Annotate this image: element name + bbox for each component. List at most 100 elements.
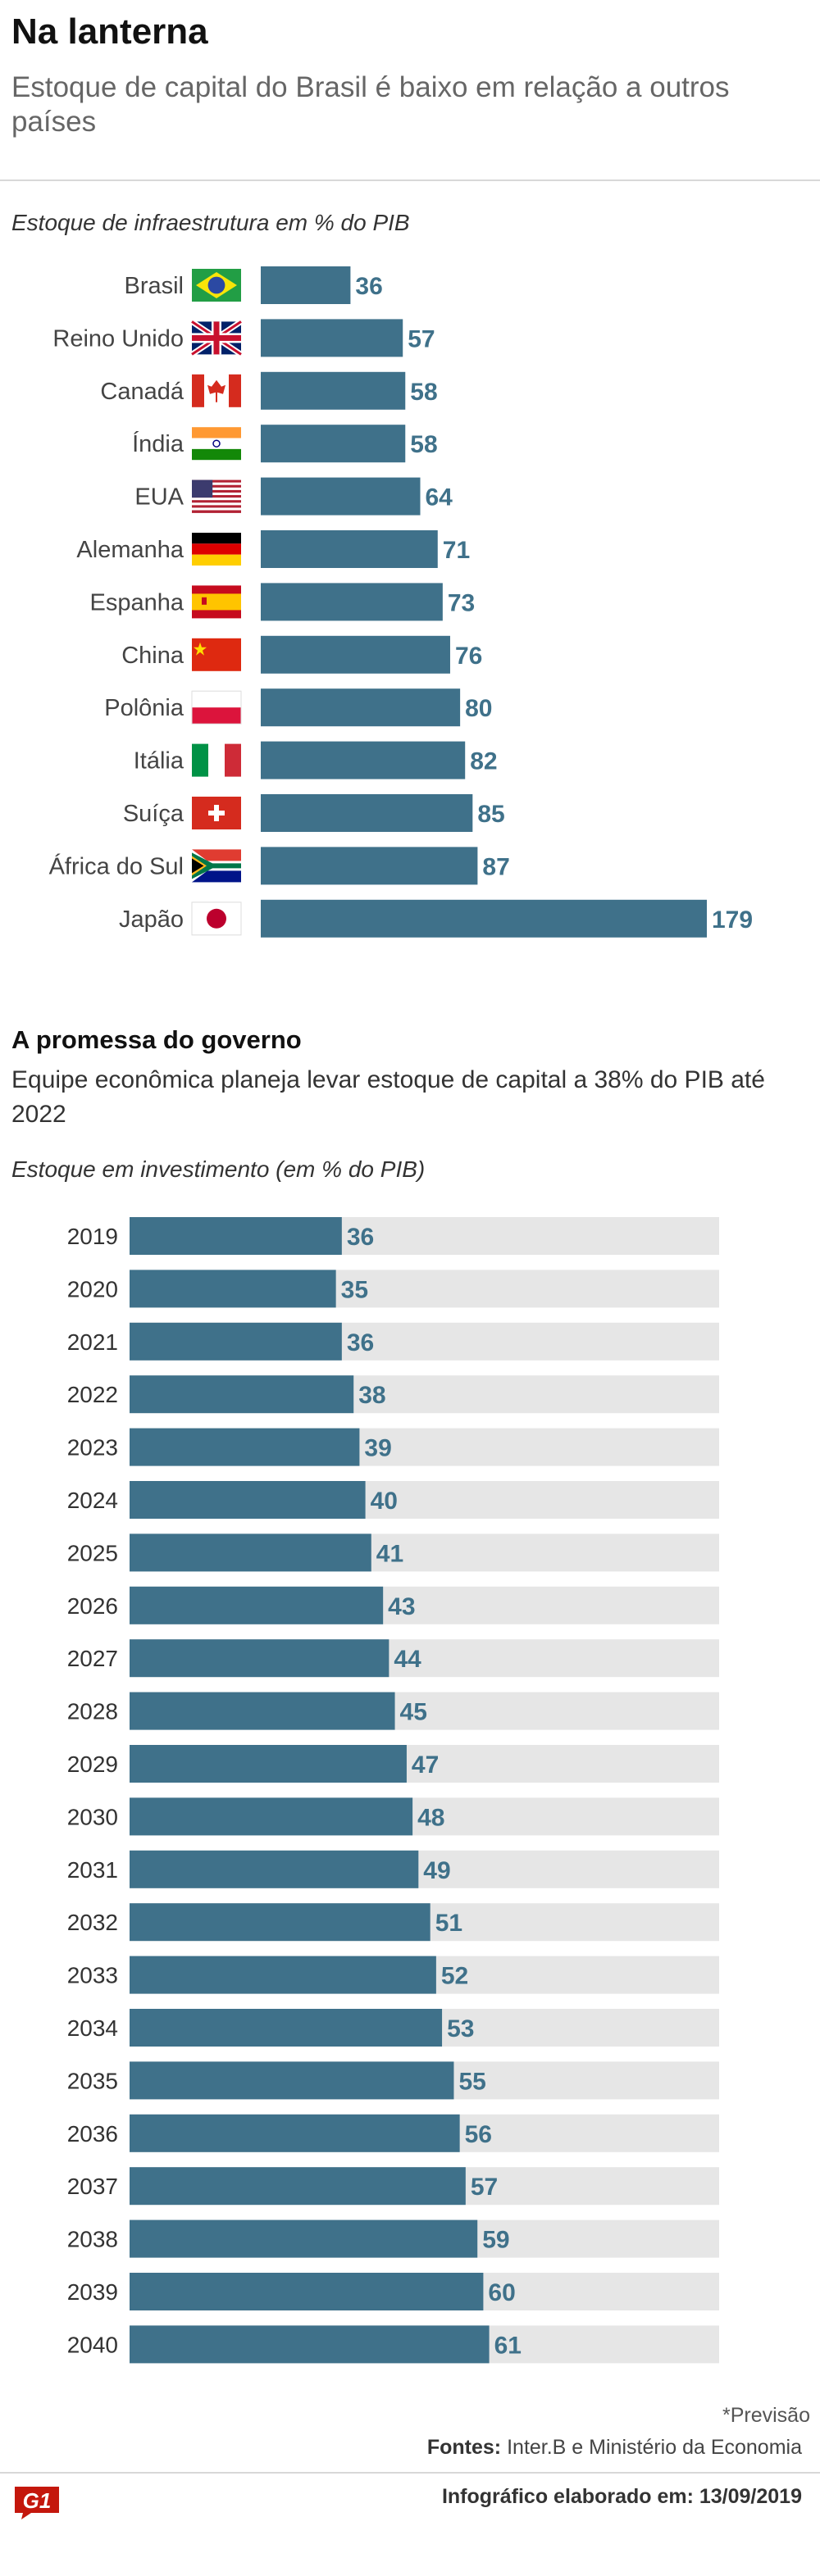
svg-text:G1: G1 — [23, 2488, 52, 2513]
switzerland-flag-icon — [192, 797, 241, 829]
country-value-label: 58 — [410, 379, 437, 406]
italy-flag-icon — [192, 743, 241, 777]
year-label: 2023 — [67, 1435, 118, 1461]
country-label: China — [121, 643, 184, 669]
country-bar — [261, 741, 466, 779]
year-value-label: 44 — [394, 1646, 421, 1673]
footer-divider — [0, 2472, 820, 2474]
year-label: 2038 — [67, 2227, 118, 2252]
country-value-label: 87 — [482, 853, 509, 880]
china-flag-icon — [192, 638, 241, 671]
year-bar — [130, 1375, 354, 1414]
country-label: Reino Unido — [52, 325, 184, 352]
country-bar — [261, 688, 461, 727]
country-value-label: 36 — [355, 273, 382, 300]
credit-line: Infográfico elaborado em: 13/09/2019 — [441, 2485, 802, 2508]
country-bar — [261, 847, 478, 885]
country-value-label: 82 — [470, 748, 497, 775]
year-value-label: 36 — [347, 1329, 374, 1356]
country-value-label: 85 — [477, 801, 504, 828]
south-africa-flag-icon — [192, 849, 241, 883]
investment-chart: 2019 36 2020 35 2021 36 2022 38 2023 39 2024 40 2025… — [67, 1217, 719, 2364]
country-label: Brasil — [124, 273, 184, 299]
country-label: Polônia — [104, 695, 184, 721]
year-label: 2028 — [67, 1699, 118, 1724]
infrastructure-chart-label: Estoque de infraestrutura em % do PIB — [11, 210, 410, 235]
year-value-label: 39 — [364, 1435, 391, 1462]
page-subtitle: Estoque de capital do Brasil é baixo em … — [11, 71, 730, 138]
india-flag-icon — [192, 427, 241, 461]
section2-title: A promessa do governo — [11, 1025, 302, 1054]
canada-flag-icon — [192, 374, 241, 407]
country-label: África do Sul — [49, 852, 184, 879]
year-bar — [130, 1797, 413, 1836]
year-value-label: 47 — [412, 1751, 439, 1779]
year-label: 2026 — [67, 1593, 118, 1619]
year-value-label: 51 — [435, 1910, 462, 1937]
section2-description: Equipe econômica planeja levar estoque d… — [11, 1066, 765, 1128]
year-value-label: 49 — [423, 1857, 450, 1884]
year-label: 2040 — [67, 2332, 118, 2357]
year-bar — [130, 2219, 478, 2258]
year-label: 2032 — [67, 1910, 118, 1935]
year-value-label: 60 — [488, 2279, 515, 2306]
year-bar — [130, 1217, 342, 1255]
year-label: 2034 — [67, 2015, 118, 2041]
year-label: 2033 — [67, 1963, 118, 1988]
year-value-label: 57 — [471, 2174, 498, 2201]
year-label: 2020 — [67, 1276, 118, 1302]
country-label: Espanha — [90, 589, 184, 616]
country-bar — [261, 530, 438, 568]
footnote: *Previsão — [722, 2404, 810, 2427]
year-label: 2019 — [67, 1224, 118, 1249]
sources-label: Fontes: — [426, 2436, 502, 2459]
sources-line: Fontes: Inter.B e Ministério da Economia — [427, 2436, 802, 2460]
year-value-label: 56 — [465, 2121, 492, 2148]
year-value-label: 35 — [341, 1276, 368, 1303]
country-value-label: 76 — [455, 643, 482, 670]
year-bar — [130, 1322, 342, 1361]
poland-flag-icon — [191, 690, 242, 725]
country-bar — [261, 477, 421, 516]
year-label: 2022 — [67, 1382, 118, 1407]
year-label: 2021 — [67, 1329, 118, 1355]
year-label: 2035 — [67, 2068, 118, 2093]
year-bar — [130, 1745, 407, 1783]
year-bar — [130, 1481, 366, 1519]
year-label: 2037 — [67, 2174, 118, 2199]
year-value-label: 53 — [447, 2015, 474, 2042]
investment-chart-label: Estoque em investimento (em % do PIB) — [11, 1156, 426, 1182]
japan-flag-icon — [191, 902, 242, 936]
year-value-label: 59 — [482, 2227, 509, 2254]
country-value-label: 73 — [448, 589, 475, 616]
year-bar — [130, 1428, 360, 1466]
year-bar — [130, 1850, 419, 1888]
usa-flag-icon — [192, 479, 241, 513]
year-bar — [130, 2167, 466, 2206]
year-label: 2030 — [67, 1804, 118, 1829]
year-label: 2036 — [67, 2121, 118, 2147]
year-bar — [130, 1956, 436, 1994]
country-value-label: 58 — [410, 431, 437, 458]
uk-flag-icon — [190, 319, 243, 357]
year-value-label: 40 — [371, 1488, 398, 1515]
page-title: Na lanterna — [11, 11, 208, 52]
year-label: 2025 — [67, 1540, 118, 1565]
country-bar — [261, 794, 473, 832]
year-value-label: 36 — [347, 1224, 374, 1251]
germany-flag-icon — [192, 533, 241, 566]
year-label: 2024 — [67, 1488, 118, 1513]
year-value-label: 38 — [358, 1382, 385, 1409]
country-label: Alemanha — [76, 537, 184, 563]
country-label: Suíça — [123, 801, 184, 827]
year-value-label: 41 — [376, 1540, 403, 1567]
header-divider — [0, 179, 820, 181]
year-label: 2027 — [67, 1646, 118, 1671]
year-value-label: 48 — [417, 1804, 444, 1831]
country-label: Japão — [119, 906, 184, 933]
country-label: Índia — [132, 430, 184, 457]
year-value-label: 43 — [388, 1593, 415, 1620]
year-value-label: 52 — [441, 1963, 468, 1990]
country-label: Itália — [134, 748, 184, 775]
sources-text: Inter.B e Ministério da Economia — [507, 2436, 802, 2459]
